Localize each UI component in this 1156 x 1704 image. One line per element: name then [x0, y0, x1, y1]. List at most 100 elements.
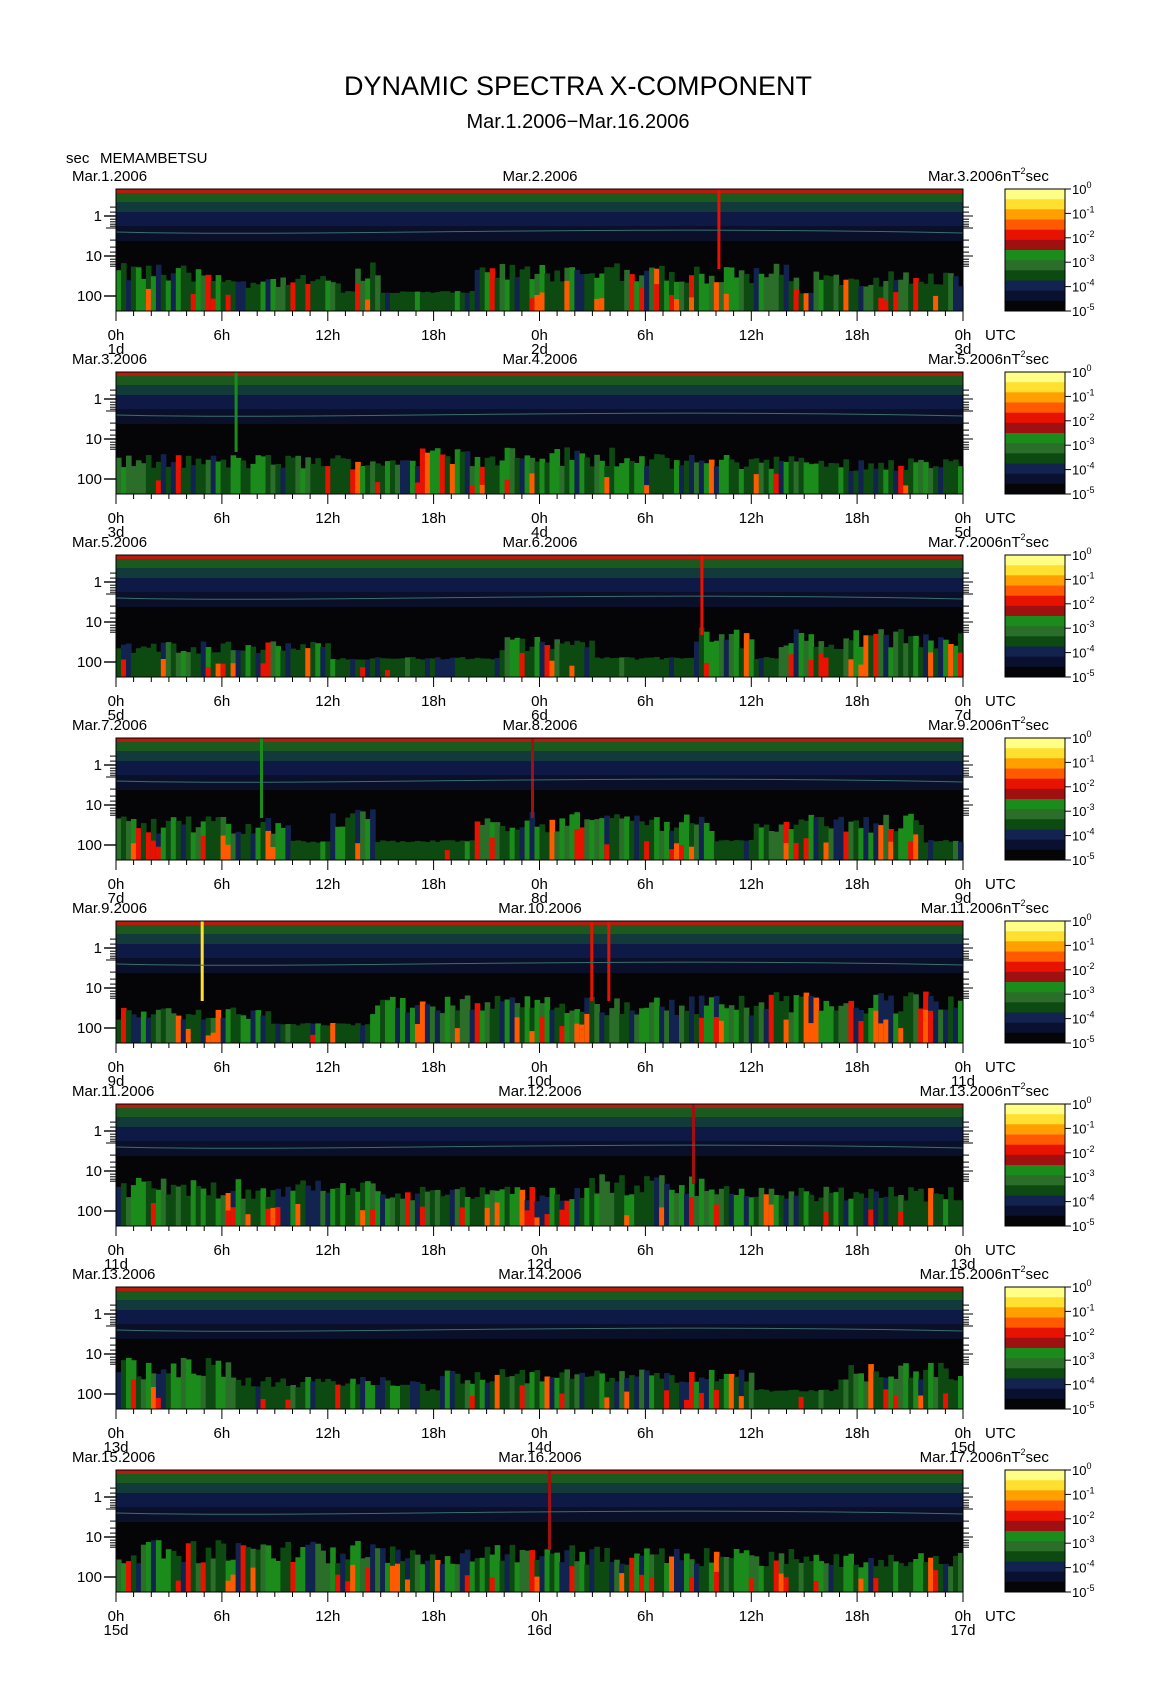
spectral-power-cell — [514, 829, 521, 860]
spectral-power-cell — [778, 1553, 785, 1592]
spectral-power-cell — [175, 1186, 182, 1226]
spectral-power-cell — [519, 1385, 526, 1409]
spectral-power-cell — [594, 657, 600, 677]
spectral-power-cell — [629, 1194, 635, 1226]
spectral-power-cell — [848, 659, 854, 677]
spectral-power-cell — [330, 659, 336, 677]
spectral-power-cell — [539, 265, 546, 311]
spectral-power-cell — [938, 637, 944, 677]
spectral-power-cell — [121, 1183, 127, 1226]
spectral-power-cell — [410, 1200, 416, 1226]
x-tick-label: 6h — [637, 1425, 654, 1442]
spectral-power-cell — [410, 1007, 416, 1043]
spectral-power-cell — [260, 1381, 267, 1409]
colorbar-tick-label: 10-2 — [1072, 1510, 1094, 1527]
spectral-power-cell — [245, 1189, 252, 1226]
colorbar-swatch — [1005, 1510, 1065, 1522]
spectral-power-cell — [424, 842, 431, 860]
spectral-power-cell — [549, 281, 556, 311]
spectral-power-cell — [235, 1380, 242, 1409]
spectra-panel: Mar.15.2006 Mar.16.2006 Mar.17.2006 nT2sec1… — [72, 1447, 1094, 1639]
spectral-power-cell — [689, 657, 695, 677]
spectral-power-cell — [723, 293, 730, 311]
spectral-power-cell — [689, 455, 695, 494]
spectral-power-cell — [140, 1544, 147, 1592]
short-period-band — [116, 568, 963, 578]
spectral-power-cell — [454, 1010, 461, 1043]
spectral-power-cell — [350, 1188, 356, 1226]
spectral-power-cell — [385, 670, 391, 677]
spectral-power-cell — [908, 636, 914, 677]
panel-mid-date: Mar.16.2006 — [498, 1449, 581, 1466]
spectral-power-cell — [873, 468, 879, 494]
spectral-power-cell — [544, 832, 551, 860]
spectral-power-cell — [275, 1207, 281, 1226]
spectral-power-cell — [863, 1562, 869, 1592]
spectral-power-cell — [519, 1189, 526, 1226]
x-tick-label: 12h — [739, 1425, 764, 1442]
spectral-power-cell — [260, 456, 267, 494]
spectral-power-cell — [564, 280, 570, 311]
spectral-power-cell — [943, 840, 949, 860]
colorbar-tick-label: 10-2 — [1072, 1144, 1094, 1161]
colorbar-swatch — [1005, 1032, 1065, 1044]
spectral-power-cell — [280, 827, 286, 860]
spectral-power-cell — [290, 1024, 296, 1043]
x-tick-label: 6h — [637, 693, 654, 710]
spectral-power-cell — [305, 648, 311, 677]
spectral-power-cell — [773, 1560, 780, 1592]
spectral-power-cell — [674, 299, 680, 311]
spectral-power-cell — [410, 841, 416, 860]
spectral-power-cell — [629, 274, 635, 311]
spectral-power-cell — [165, 466, 172, 494]
colorbar-tick-label: 10-2 — [1072, 595, 1094, 612]
x-tick-label: 18h — [845, 1425, 870, 1442]
colorbar-swatch — [1005, 1378, 1065, 1390]
spectral-power-cell — [913, 462, 919, 494]
spectral-power-cell — [649, 267, 655, 311]
colorbar-tick-label: 10-1 — [1072, 1485, 1094, 1502]
spectral-power-cell — [574, 1374, 580, 1409]
colorbar-swatch — [1005, 748, 1065, 759]
spectral-power-cell — [713, 1389, 720, 1409]
spectral-power-cell — [190, 1541, 197, 1592]
colorbar-tick-label: 10-4 — [1072, 278, 1094, 295]
day-label: 6d — [531, 707, 548, 724]
spectral-power-cell — [609, 1008, 615, 1043]
spectral-power-cell — [220, 663, 227, 677]
spectral-power-cell — [325, 1025, 331, 1043]
spectral-power-cell — [768, 1551, 775, 1592]
spectral-power-cell — [370, 1385, 376, 1409]
spectral-power-cell — [803, 640, 810, 677]
spectral-power-cell — [733, 1376, 740, 1409]
spectral-power-cell — [549, 1553, 556, 1592]
trace-line — [115, 595, 964, 600]
x-tick-label: 6h — [214, 327, 231, 344]
spectral-power-cell — [360, 1558, 366, 1592]
spectral-power-cell — [534, 1559, 541, 1592]
spectral-power-cell — [345, 1383, 351, 1409]
spectral-power-cell — [664, 1563, 670, 1592]
spectral-power-cell — [280, 650, 286, 677]
spectral-power-cell — [380, 292, 386, 311]
panel-end-date: Mar.13.2006 — [920, 1083, 1003, 1100]
spectral-power-cell — [360, 1025, 366, 1043]
spectral-power-cell — [768, 1391, 775, 1409]
spectral-power-cell — [679, 1005, 685, 1043]
spectral-power-cell — [798, 1187, 805, 1226]
spectral-power-cell — [903, 485, 909, 494]
spectral-power-cell — [584, 1564, 590, 1592]
spectral-power-cell — [639, 1574, 645, 1592]
spectral-power-cell — [395, 1193, 401, 1226]
spectral-power-cell — [315, 1543, 321, 1592]
colorbar-frame — [1004, 1103, 1066, 1227]
spectral-power-cell — [255, 284, 262, 311]
colorbar-swatch — [1005, 626, 1065, 637]
spectral-power-cell — [938, 284, 944, 311]
spectral-power-cell — [345, 1023, 351, 1043]
spectral-power-cell — [185, 1195, 192, 1226]
spectral-power-cell — [948, 644, 954, 677]
panel-end-date: Mar.17.2006 — [920, 1449, 1003, 1466]
spectral-power-cell — [858, 828, 864, 860]
spectral-power-cell — [768, 468, 775, 494]
